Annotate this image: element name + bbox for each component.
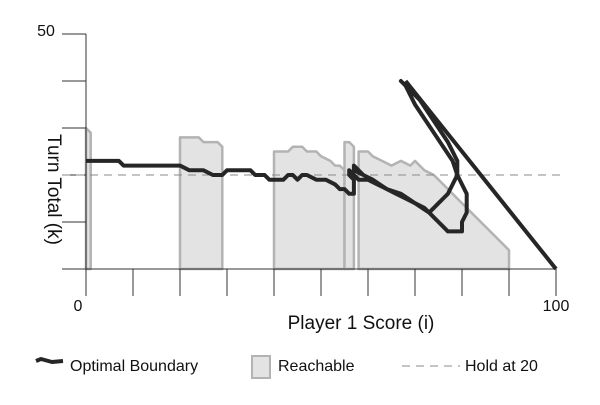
legend: Optimal Boundary Reachable Hold at 20 (35, 355, 538, 379)
x-tick-label-min: 0 (74, 298, 83, 315)
optimal-boundary (86, 79, 558, 271)
reachable-region-3 (343, 140, 356, 271)
x-axis-title: Player 1 Score (i) (288, 313, 435, 334)
legend-boundary-label: Optimal Boundary (70, 358, 198, 375)
y-tick-label-max: 50 (37, 23, 55, 40)
reachable-region-2 (272, 145, 346, 271)
legend-hold-label: Hold at 20 (465, 358, 538, 375)
reachable-region-0 (84, 126, 92, 271)
legend-reachable-label: Reachable (278, 358, 355, 375)
boundary-line-1 (404, 79, 558, 271)
x-tick-label-max: 100 (543, 298, 570, 315)
legend-reachable-swatch (251, 355, 271, 379)
y-axis-title: Turn Total (k) (43, 134, 64, 245)
reachable-region-1 (178, 136, 224, 271)
boundary-line-0 (86, 79, 469, 234)
legend-boundary-swatch (35, 357, 64, 364)
